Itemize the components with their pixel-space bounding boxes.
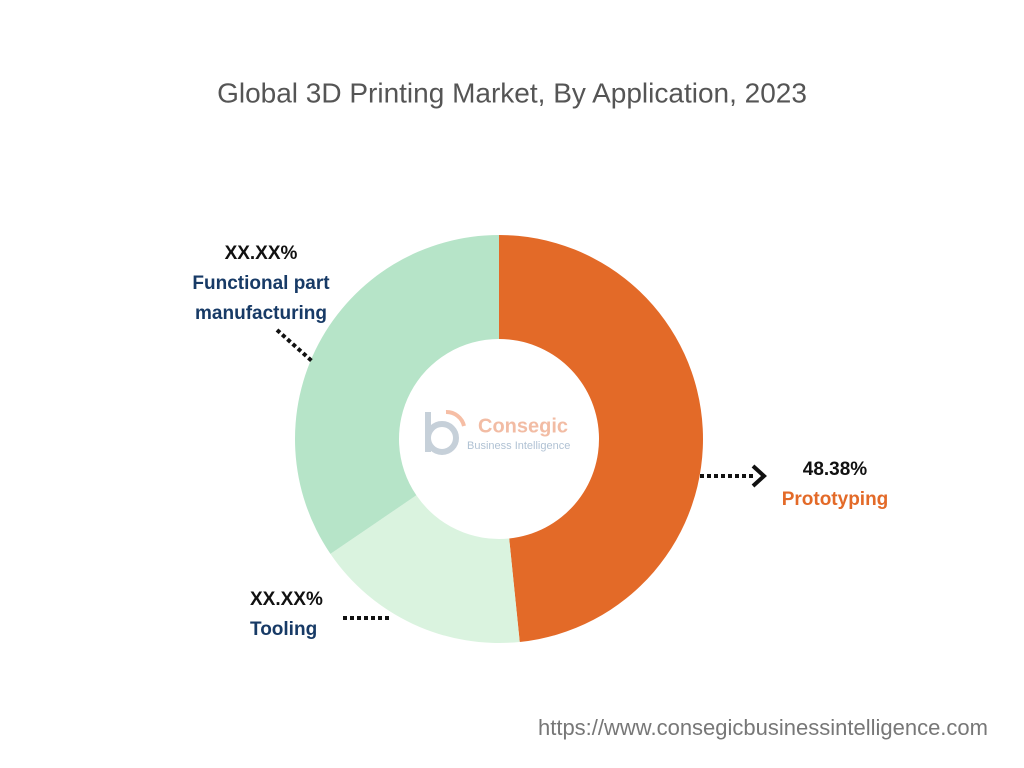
category-label: Prototyping [781, 489, 889, 510]
leader-line [275, 328, 315, 364]
donut-slice [295, 235, 499, 554]
watermark-subtitle: Business Intelligence [467, 440, 570, 452]
donut-slice [330, 495, 520, 643]
slice-label: 48.38% Prototyping [760, 455, 910, 515]
watermark-name: Consegic [478, 415, 568, 437]
value-label: XX.XX% [224, 243, 298, 264]
slice-label: XX.XX% Functional part manufacturing [176, 239, 346, 329]
value-label: XX.XX% [250, 589, 323, 610]
logo-icon [425, 412, 460, 455]
watermark: Consegic Business Intelligence [425, 409, 570, 455]
chart-title: Global 3D Printing Market, By Applicatio… [217, 77, 807, 108]
logo-arc [445, 409, 466, 427]
source-url: https://www.consegicbusinessintelligence… [538, 715, 988, 740]
category-label: Tooling [250, 619, 318, 640]
donut [295, 235, 703, 643]
slice-label: XX.XX% Tooling [250, 585, 370, 645]
value-label: 48.38% [802, 459, 868, 480]
leaders [275, 328, 755, 620]
category-label: Functional part manufacturing [192, 273, 330, 324]
arrowhead [751, 464, 767, 488]
donut-slice [499, 235, 703, 642]
